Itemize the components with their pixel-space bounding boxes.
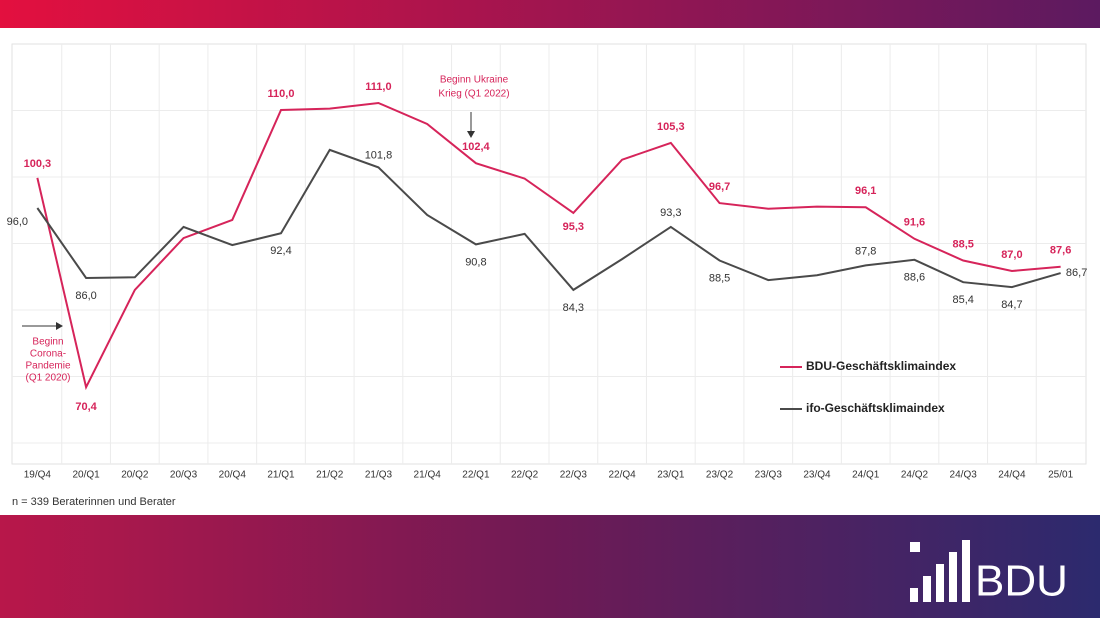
annotation: Pandemie: [25, 361, 70, 372]
data-label: 101,8: [365, 149, 393, 161]
logo: BDU: [910, 540, 1068, 606]
legend-label: BDU-Geschäftsklimaindex: [806, 359, 956, 373]
footnote: n = 339 Beraterinnen und Berater: [12, 496, 176, 508]
x-tick-label: 23/Q2: [706, 470, 734, 481]
legend-label: ifo-Geschäftsklimaindex: [806, 401, 945, 415]
data-label: 100,3: [24, 158, 52, 170]
x-tick-label: 24/Q2: [901, 470, 929, 481]
data-label: 88,5: [952, 238, 973, 250]
x-tick-label: 21/Q2: [316, 470, 344, 481]
bottom-banner: [0, 515, 1100, 618]
x-tick-label: 22/Q3: [560, 470, 588, 481]
line: [36, 101, 1061, 391]
data-label: 70,4: [75, 401, 97, 413]
data-label: 111,0: [365, 81, 391, 93]
x-tick-label: 23/Q4: [803, 470, 831, 481]
annotation: Beginn: [32, 337, 63, 348]
data-label: 84,3: [563, 302, 584, 314]
data-label: 110,0: [268, 88, 295, 100]
data-label: 102,4: [462, 141, 490, 153]
x-tick-label: 25/01: [1048, 470, 1073, 481]
annotation: (Q1 2020): [25, 373, 70, 384]
data-label: 84,7: [1001, 299, 1022, 311]
x-tick-label: 24/Q1: [852, 470, 880, 481]
data-label: 88,5: [709, 272, 730, 284]
data-label: 105,3: [657, 121, 685, 133]
x-tick-label: 24/Q3: [950, 470, 978, 481]
x-tick-label: 20/Q1: [72, 470, 100, 481]
annotation-arrowhead: [56, 322, 63, 330]
data-label: 87,6: [1050, 245, 1071, 257]
x-tick-label: 23/Q3: [755, 470, 783, 481]
data-label: 92,4: [270, 245, 291, 257]
annotation-arrowhead: [467, 131, 475, 138]
data-label: 96,7: [709, 181, 730, 193]
data-label: 91,6: [904, 217, 925, 229]
annotation: Krieg (Q1 2022): [438, 89, 509, 100]
data-label: 96,0: [7, 216, 28, 228]
grid: [12, 44, 1086, 464]
x-tick-label: 22/Q4: [608, 470, 636, 481]
annotation: Corona-: [30, 349, 66, 360]
data-label: 90,8: [465, 256, 486, 268]
x-tick-label: 24/Q4: [998, 470, 1026, 481]
x-tick-label: 20/Q2: [121, 470, 149, 481]
x-tick-label: 21/Q1: [267, 470, 295, 481]
x-tick-label: 22/Q2: [511, 470, 539, 481]
x-tick-label: 20/Q3: [170, 470, 198, 481]
top-banner: [0, 0, 1100, 28]
x-tick-label: 21/Q4: [414, 470, 442, 481]
data-label: 85,4: [952, 294, 973, 306]
data-label: 86,7: [1066, 267, 1087, 279]
data-label: 88,6: [904, 272, 925, 284]
data-label: 93,3: [660, 207, 681, 219]
x-tick-label: 19/Q4: [24, 470, 52, 481]
line: [36, 148, 1061, 292]
logo-text: BDU: [975, 557, 1068, 606]
data-label: 95,3: [563, 221, 584, 233]
x-tick-label: 22/Q1: [462, 470, 490, 481]
x-tick-label: 20/Q4: [219, 470, 247, 481]
data-label: 87,0: [1001, 249, 1022, 261]
data-label: 86,0: [75, 290, 96, 302]
plot: 19/Q4 20/Q1 20/Q2 20/Q3 20/Q4 21/Q1 21/Q2 21/Q3…: [7, 75, 1088, 481]
chart-area: [0, 28, 1100, 515]
x-tick-label: 21/Q3: [365, 470, 393, 481]
annotation: Beginn Ukraine: [440, 75, 509, 86]
data-label: 87,8: [855, 245, 876, 257]
data-label: 96,1: [855, 185, 876, 197]
x-tick-label: 23/Q1: [657, 470, 685, 481]
